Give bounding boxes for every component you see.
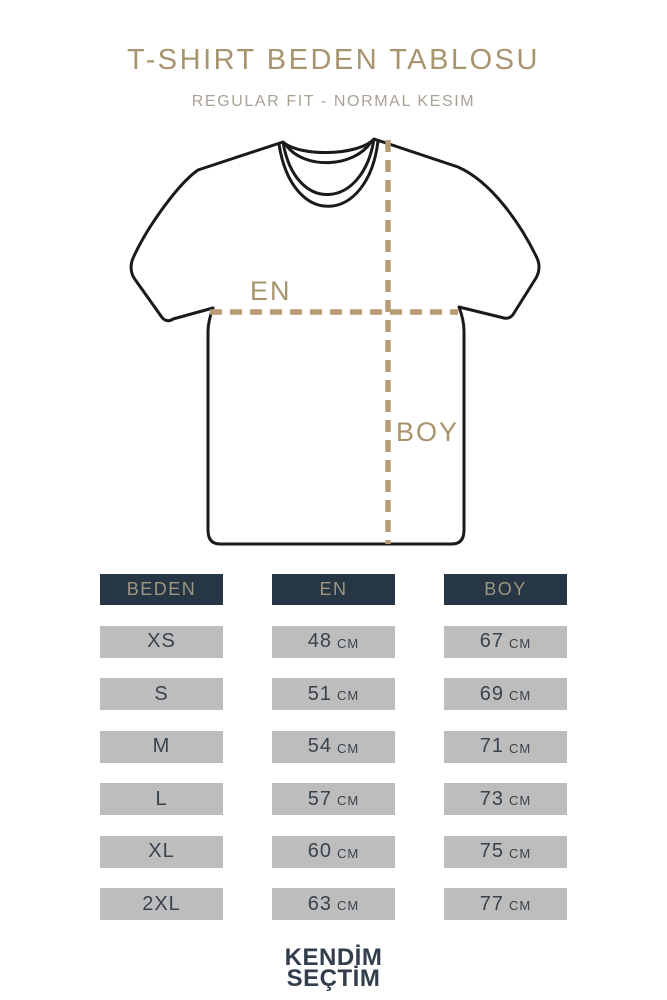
page-subtitle: REGULAR FIT - NORMAL KESIM (191, 93, 476, 110)
unit-label: CM (509, 793, 532, 808)
width-value: 57 (307, 787, 333, 810)
size-cell: XS (100, 625, 223, 658)
size-column-header: BEDEN (100, 574, 223, 605)
size-cell: L (100, 783, 223, 815)
brand-line-2: SEÇTİM (286, 965, 381, 993)
width-value-cell: 57 CM (272, 783, 395, 815)
unit-label: CM (337, 635, 360, 651)
unit-label: CM (337, 688, 360, 703)
tshirt-outline-icon (129, 137, 541, 546)
unit-label: CM (509, 740, 532, 756)
size-cell: 2XL (100, 888, 223, 920)
length-value-cell: 77 CM (444, 888, 567, 920)
length-value-cell: 71 CM (444, 730, 567, 763)
length-value-cell: 69 CM (444, 678, 567, 710)
length-value-cell: 67 CM (444, 625, 567, 658)
length-value: 69 (479, 682, 505, 705)
size-table: BEDEN XS S M L XL 2XL EN 48 CM 51 CM 54 CM … (100, 574, 567, 920)
length-column-header: BOY (444, 574, 567, 605)
unit-label: CM (337, 740, 360, 756)
length-value: 71 (479, 735, 505, 757)
length-value: 73 (479, 787, 505, 810)
size-cell: M (100, 730, 223, 763)
width-value-cell: 60 CM (272, 835, 395, 868)
unit-label: CM (509, 898, 532, 913)
width-value: 51 (307, 682, 333, 705)
width-value-cell: 63 CM (272, 888, 395, 920)
tshirt-diagram (120, 130, 550, 560)
page-title: T-SHIRT BEDEN TABLOSU (127, 44, 540, 76)
unit-label: CM (337, 845, 360, 861)
length-value-cell: 73 CM (444, 783, 567, 815)
width-measure-label: EN (250, 276, 292, 306)
length-value: 67 (479, 630, 505, 652)
width-value: 63 (307, 892, 333, 915)
brand-line-1: KENDİM (284, 944, 383, 971)
length-value-cell: 75 CM (444, 835, 567, 868)
size-cell: XL (100, 835, 223, 868)
length-measure-label: BOY (396, 417, 460, 447)
length-column: BOY 67 CM 69 CM 71 CM 73 CM 75 CM 77 CM (444, 574, 567, 920)
width-column: EN 48 CM 51 CM 54 CM 57 CM 60 CM 63 CM (272, 574, 395, 920)
brand-logo: KENDİM SEÇTİM (0, 944, 667, 993)
width-value: 54 (307, 735, 333, 757)
unit-label: CM (509, 845, 532, 861)
width-column-header: EN (272, 574, 395, 605)
width-value-cell: 54 CM (272, 730, 395, 763)
size-column: BEDEN XS S M L XL 2XL (100, 574, 223, 920)
unit-label: CM (337, 793, 360, 808)
unit-label: CM (509, 635, 532, 651)
unit-label: CM (509, 688, 532, 703)
width-value: 60 (307, 840, 333, 862)
length-value: 77 (479, 892, 505, 915)
length-value: 75 (479, 840, 505, 862)
size-cell: S (100, 678, 223, 710)
width-value-cell: 51 CM (272, 678, 395, 710)
width-value-cell: 48 CM (272, 625, 395, 658)
width-value: 48 (307, 630, 333, 652)
unit-label: CM (337, 898, 360, 913)
